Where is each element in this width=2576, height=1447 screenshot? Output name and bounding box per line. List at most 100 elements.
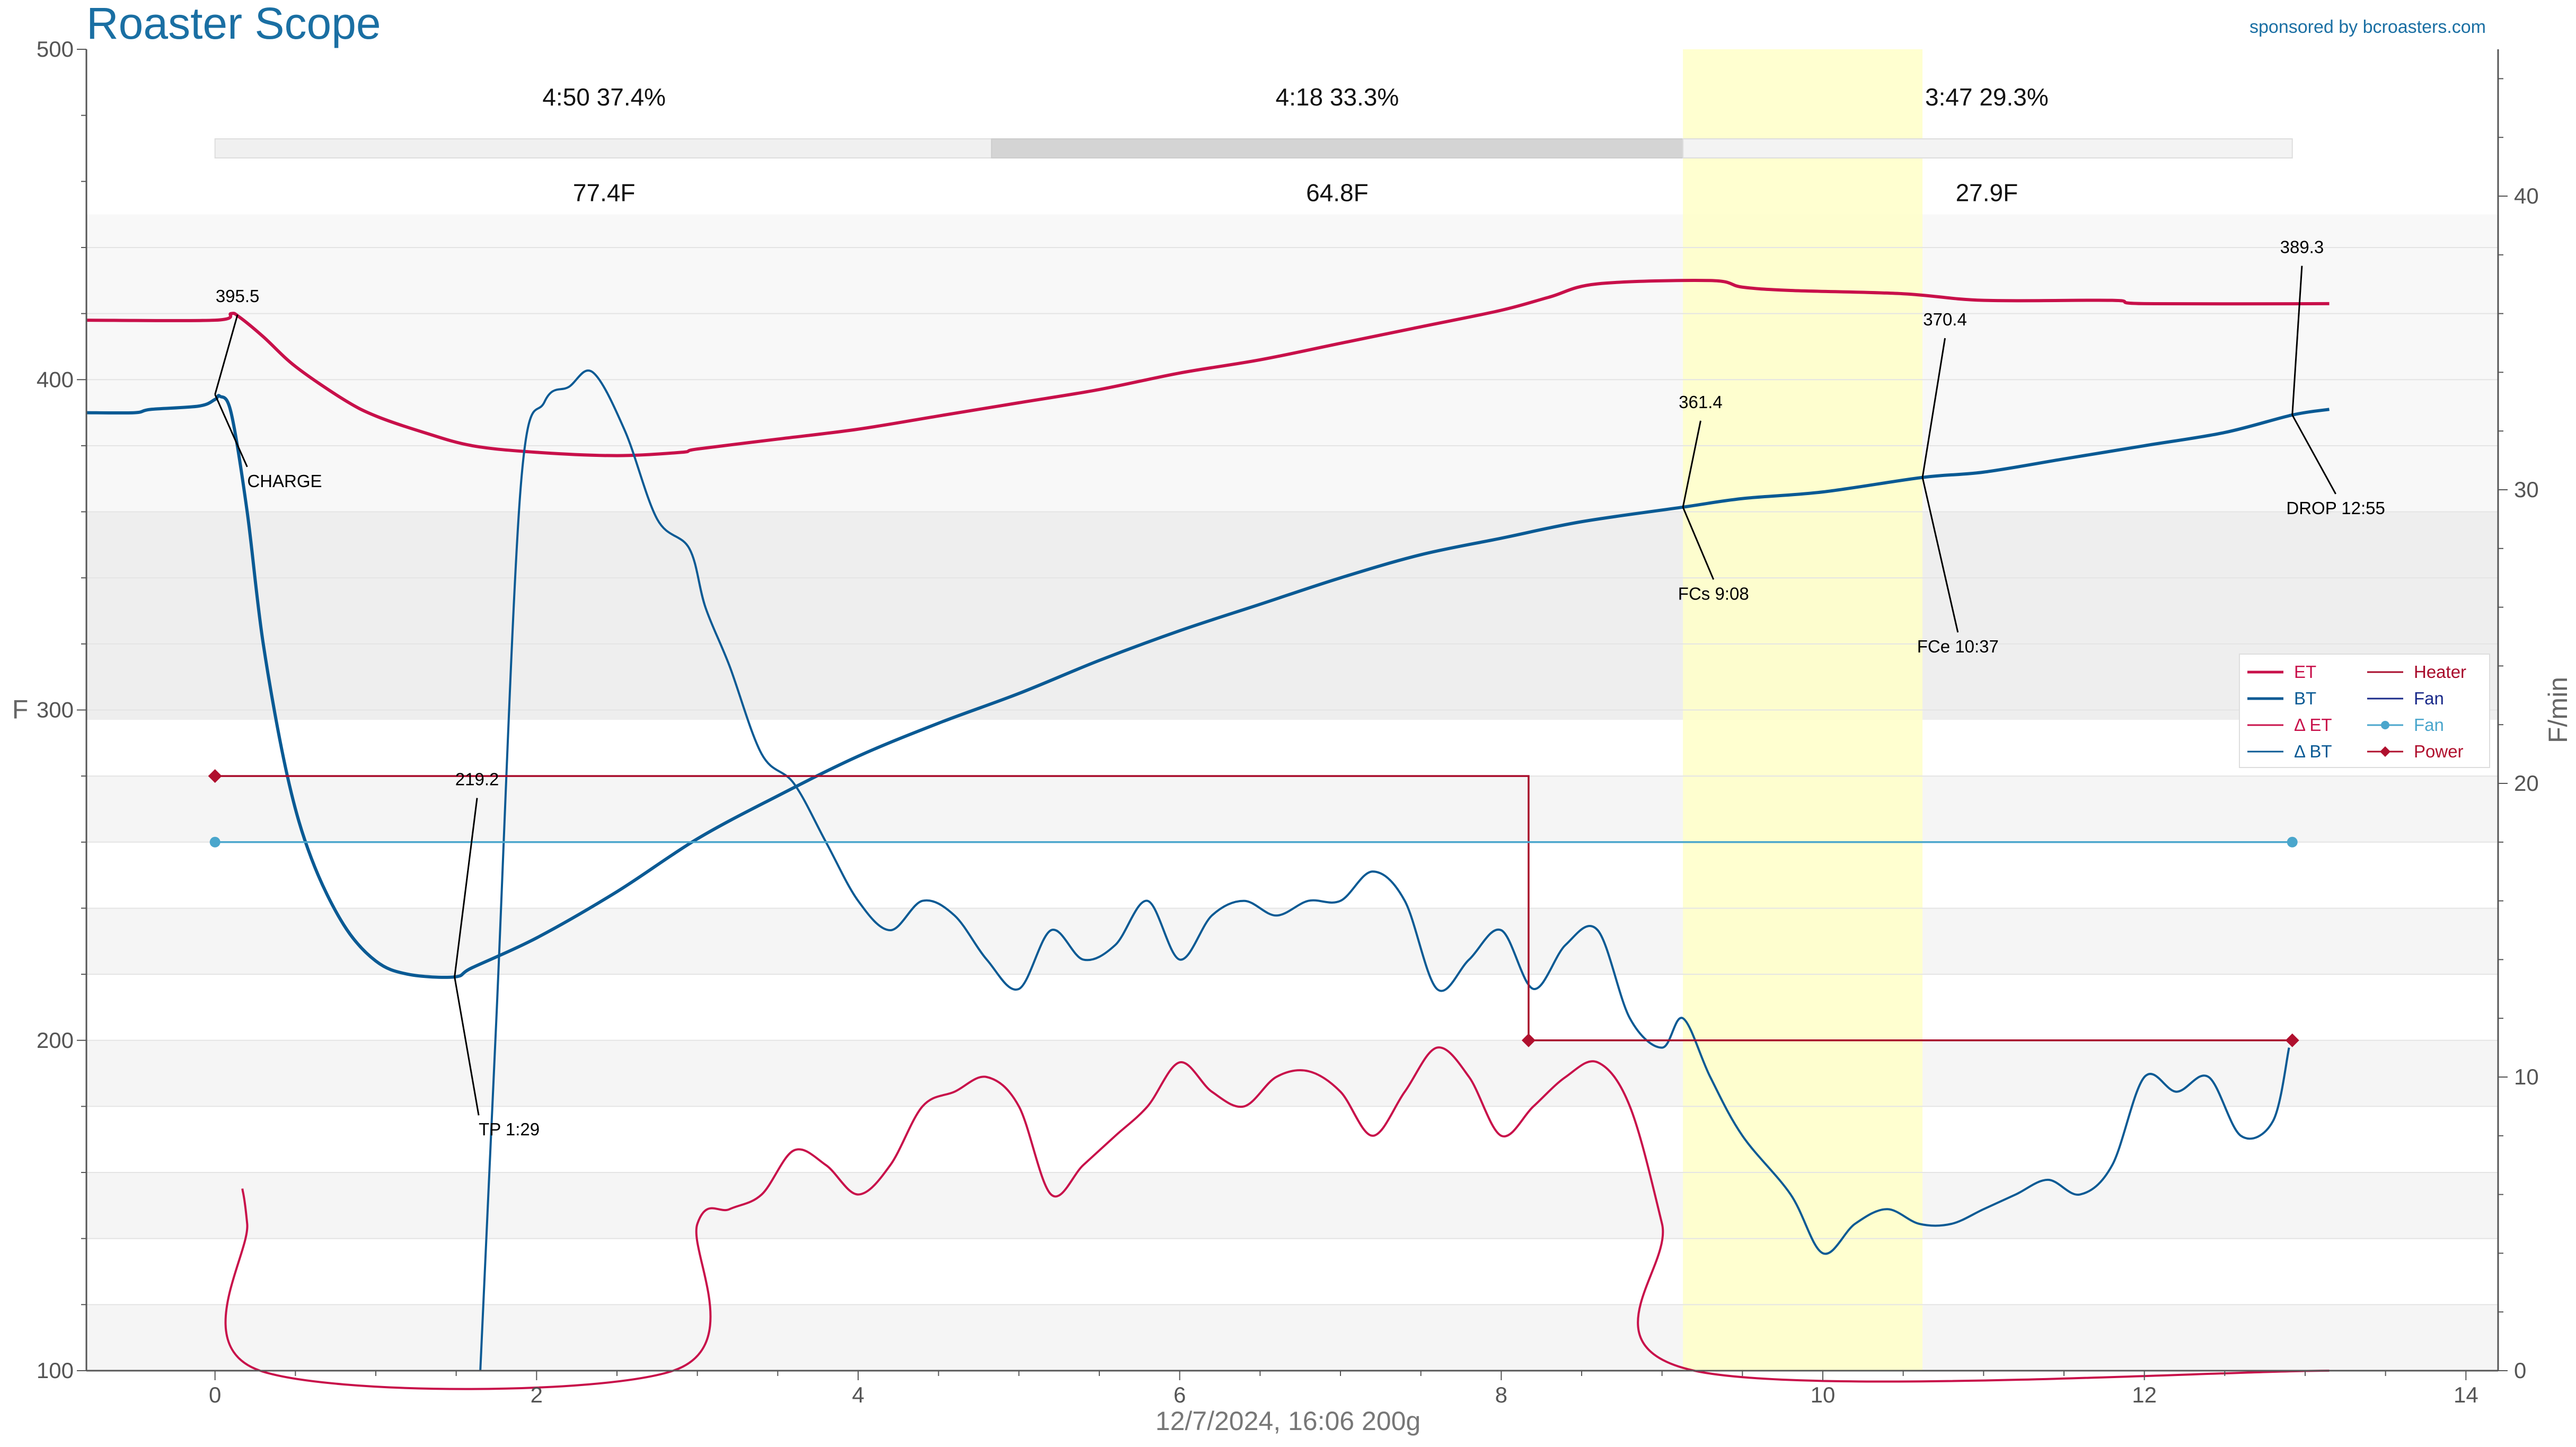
x-tick-label: 12: [2132, 1382, 2157, 1407]
legend-swatch: [2367, 698, 2403, 700]
phase-temp-delta: 27.9F: [1956, 179, 2018, 207]
phase-time-percent: 4:50 37.4%: [542, 83, 666, 111]
phase-bar-maillard: [991, 138, 1684, 158]
annotation-leader: [1682, 507, 1715, 580]
legend-swatch: [2247, 751, 2283, 753]
x-tick-label: 14: [2454, 1382, 2478, 1407]
legend-item: BT: [2247, 689, 2316, 709]
legend-label: BT: [2294, 689, 2317, 708]
chart-legend: ET BT Δ ET Δ BT Heater Fan Fan Power: [2239, 654, 2490, 768]
annotation-value: 219.2: [455, 770, 499, 789]
legend-label: Heater: [2414, 662, 2467, 682]
y2-tick-label: 30: [2514, 477, 2539, 502]
legend-item: ET: [2247, 662, 2316, 682]
y-tick-label: 500: [37, 37, 74, 61]
y2-tick-label: 0: [2514, 1358, 2526, 1383]
app-title: Roaster Scope: [86, 0, 381, 48]
background-band: [86, 1040, 2498, 1107]
x-tick-label: 2: [531, 1382, 543, 1407]
phase-stats: 4:50 37.4% 77.4F 4:18 33.3% 64.8F 3:47 29.3%…: [542, 83, 2048, 207]
background-band: [86, 974, 2498, 1040]
power-marker: [1521, 1033, 1536, 1047]
event-annotations: 395.5 CHARGE 219.2 TP 1:29 361.4 FCs 9:08 370.…: [214, 237, 2385, 1139]
background-bands: [86, 49, 2498, 1371]
background-band: [86, 842, 2498, 908]
annotation-value: 361.4: [1679, 392, 1723, 412]
series-layer: [86, 279, 2330, 1390]
legend-label: Fan: [2414, 689, 2444, 708]
background-band: [86, 511, 2498, 720]
y2-tick-label: 20: [2514, 771, 2539, 796]
fan-marker: [209, 836, 220, 848]
annotation-value: 370.4: [1923, 310, 1967, 329]
phase-temp-delta: 77.4F: [573, 179, 636, 207]
annotation-leader: [2291, 266, 2303, 416]
annotation-leader: [214, 314, 239, 395]
legend-label: Δ ET: [2294, 715, 2332, 735]
annotation-leader: [2291, 414, 2336, 495]
phase-bar-drying: [214, 138, 992, 158]
y-tick-label: 200: [37, 1028, 74, 1053]
annotation-leader: [214, 394, 248, 467]
y2-tick-label: 10: [2514, 1064, 2539, 1089]
y2-axis-label: F/min: [2543, 677, 2573, 743]
annotation-value: 395.5: [216, 286, 260, 306]
background-band: [86, 1238, 2498, 1305]
legend-label: Power: [2414, 742, 2464, 761]
legend-swatch: [2247, 697, 2283, 700]
x-tick-label: 4: [852, 1382, 864, 1407]
legend-item: Fan: [2367, 689, 2444, 709]
y-tick-label: 100: [37, 1358, 74, 1383]
background-band: [86, 1106, 2498, 1173]
legend-item: Δ BT: [2247, 742, 2332, 762]
background-band: [86, 1172, 2498, 1239]
y-tick-label: 400: [37, 367, 74, 392]
phase-bar: [214, 138, 2293, 158]
legend-item: Δ ET: [2247, 715, 2332, 735]
annotation-value: 389.3: [2280, 237, 2324, 257]
background-band: [86, 214, 2498, 512]
annotation-leader: [1682, 420, 1701, 508]
y-axis-label: F: [12, 695, 29, 725]
annotation-label: CHARGE: [247, 471, 322, 491]
phase-bar-development: [1682, 138, 2293, 158]
legend-item: Heater: [2367, 662, 2466, 682]
x-tick-label: 8: [1495, 1382, 1507, 1407]
et-line: [86, 279, 2330, 457]
legend-item: Fan: [2367, 715, 2444, 735]
x-tick-label: 6: [1174, 1382, 1186, 1407]
annotation-leader: [1921, 338, 1946, 478]
x-tick-label: 0: [209, 1382, 221, 1407]
annotation-label: DROP 12:55: [2286, 498, 2385, 518]
power-marker: [208, 769, 222, 783]
annotation-leader: [454, 976, 480, 1116]
y-tick-label: 300: [37, 698, 74, 722]
power-marker: [2285, 1033, 2299, 1047]
annotation-leader: [1921, 477, 1959, 633]
annotation-leader: [454, 798, 478, 977]
background-band: [86, 720, 2498, 777]
legend-swatch: [2247, 670, 2283, 674]
delta-et-line: [224, 1046, 2330, 1390]
bt-line: [86, 394, 2330, 979]
annotation-label: TP 1:29: [479, 1119, 540, 1139]
annotation-label: FCs 9:08: [1678, 584, 1749, 603]
y2-tick-label: 40: [2514, 183, 2539, 208]
legend-label: ET: [2294, 662, 2317, 682]
power-line: [215, 775, 2292, 1042]
background-band: [86, 908, 2498, 975]
x-tick-label: 10: [1811, 1382, 1836, 1407]
sponsor-link[interactable]: sponsored by bcroasters.com: [2249, 17, 2486, 37]
legend-label: Δ BT: [2294, 742, 2332, 761]
legend-swatch: [2367, 671, 2403, 673]
fan-marker: [2287, 836, 2298, 848]
roast-info-footer: 12/7/2024, 16:06 200g: [1155, 1406, 1421, 1436]
annotation-label: FCe 10:37: [1917, 637, 1999, 656]
legend-item: Power: [2367, 742, 2464, 762]
phase-temp-delta: 64.8F: [1306, 179, 1369, 207]
background-band: [86, 1304, 2498, 1371]
background-band: [86, 776, 2498, 842]
legend-swatch: [2247, 724, 2283, 726]
